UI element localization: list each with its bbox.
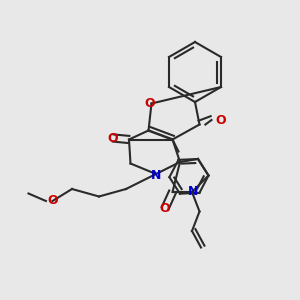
Text: N: N (151, 169, 161, 182)
Text: O: O (47, 194, 58, 208)
Text: N: N (188, 185, 198, 198)
Text: O: O (107, 131, 118, 145)
Text: O: O (160, 202, 170, 215)
Text: O: O (215, 113, 226, 127)
Text: O: O (145, 97, 155, 110)
